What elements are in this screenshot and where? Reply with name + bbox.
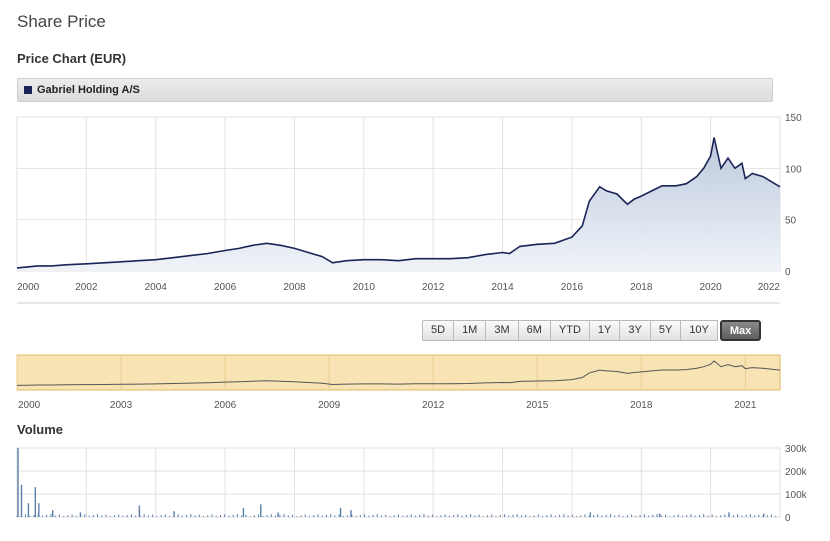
- legend-swatch: [24, 86, 32, 94]
- range-button-3m[interactable]: 3M: [486, 320, 519, 341]
- price-x-tick-label: 2014: [491, 282, 514, 293]
- price-line: [16, 137, 781, 269]
- price-x-tick-label: 2016: [561, 282, 584, 293]
- price-x-tick-label: 2002: [75, 282, 98, 293]
- price-x-tick-label: 2020: [700, 282, 723, 293]
- page-title: Share Price: [17, 12, 106, 31]
- range-button-10y[interactable]: 10Y: [681, 320, 718, 341]
- navigator-x-tick-label: 2006: [214, 400, 237, 411]
- price-x-tick-label: 2004: [145, 282, 168, 293]
- price-x-tick-label: 2018: [630, 282, 653, 293]
- price-area: [17, 137, 780, 271]
- price-y-tick-label: 50: [785, 216, 797, 227]
- navigator-window: [16, 354, 781, 391]
- price-y-tick-label: 150: [785, 113, 802, 124]
- legend-bar[interactable]: Gabriel Holding A/S: [17, 78, 773, 102]
- price-x-tick-label: 2010: [353, 282, 376, 293]
- volume-heading: Volume: [17, 422, 63, 437]
- navigator-x-tick-label: 2015: [526, 400, 549, 411]
- navigator-x-tick-label: 2009: [318, 400, 341, 411]
- price-y-tick-label: 100: [785, 164, 802, 175]
- price-x-tick-label: 2022: [758, 282, 781, 293]
- price-x-tick-label: 2008: [283, 282, 306, 293]
- volume-y-tick-label: 300k: [785, 444, 808, 455]
- price-y-tick-label: 0: [785, 267, 791, 278]
- navigator-x-tick-label: 2012: [422, 400, 445, 411]
- price-x-tick-label: 2012: [422, 282, 445, 293]
- range-button-6m[interactable]: 6M: [518, 320, 551, 341]
- volume-plot-area: [16, 447, 781, 518]
- range-button-1y[interactable]: 1Y: [589, 320, 621, 341]
- volume-y-tick-label: 100k: [785, 490, 808, 501]
- navigator-x-tick-label: 2018: [630, 400, 653, 411]
- navigator-x-tick-label: 2003: [110, 400, 133, 411]
- volume-y-tick-label: 200k: [785, 467, 808, 478]
- price-x-tick-label: 2006: [214, 282, 237, 293]
- range-button-3y[interactable]: 3Y: [620, 320, 651, 341]
- navigator-line: [16, 360, 781, 386]
- range-selector: 5D 1M 3M 6M YTD 1Y 3Y 5Y 10Y Max: [422, 320, 762, 341]
- range-button-max[interactable]: Max: [719, 320, 762, 341]
- navigator-x-tick-label: 2000: [18, 400, 41, 411]
- price-x-tick-label: 2000: [17, 282, 40, 293]
- price-chart-heading: Price Chart (EUR): [17, 51, 127, 66]
- range-button-ytd[interactable]: YTD: [550, 320, 590, 341]
- volume-y-tick-label: 0: [785, 513, 791, 524]
- range-button-5y[interactable]: 5Y: [650, 320, 682, 341]
- range-button-1m[interactable]: 1M: [454, 320, 487, 341]
- navigator-x-tick-label: 2021: [734, 400, 757, 411]
- legend-label[interactable]: Gabriel Holding A/S: [37, 84, 140, 96]
- range-button-5d[interactable]: 5D: [422, 320, 455, 341]
